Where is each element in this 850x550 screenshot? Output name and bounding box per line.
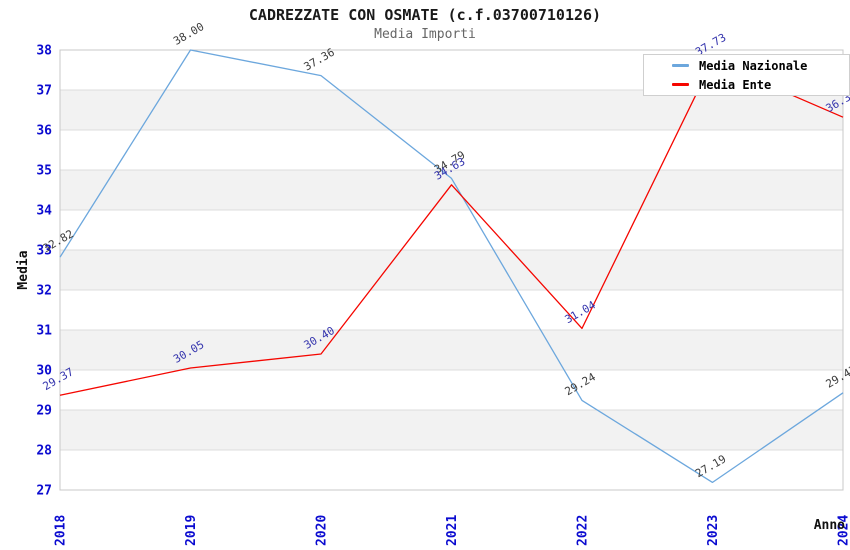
plot-border: [59, 49, 844, 491]
x-tick-label: 2021: [445, 515, 460, 546]
legend-label: Media Ente: [699, 77, 772, 92]
y-tick-label: 33: [36, 244, 52, 259]
chart-subtitle: Media Importi: [374, 27, 476, 42]
y-tick-label: 32: [36, 284, 52, 299]
legend-box: Media Nazionale Media Ente: [643, 54, 850, 96]
y-tick-label: 30: [36, 364, 52, 379]
data-label-media-nazionale: 27.19: [693, 452, 728, 480]
y-tick-label: 31: [36, 324, 52, 339]
y-tick-label: 34: [36, 204, 52, 219]
plot-band: [60, 90, 843, 130]
y-tick-label: 28: [36, 444, 52, 459]
data-label-media-ente: 31.04: [563, 298, 599, 326]
y-tick-label: 37: [36, 84, 52, 99]
x-tick-label: 2022: [576, 515, 591, 546]
x-tick-label: 2023: [706, 515, 721, 546]
x-tick-label: 2020: [315, 515, 330, 546]
y-tick-label: 35: [36, 164, 52, 179]
y-tick-label: 29: [36, 404, 52, 419]
legend-item-media-ente: Media Ente: [672, 78, 849, 92]
series-line-media-nazionale: [59, 49, 844, 484]
legend-label: Media Nazionale: [699, 58, 808, 73]
x-tick-label: 2018: [54, 515, 69, 546]
y-tick-label: 38: [36, 44, 52, 59]
plot-band: [60, 170, 843, 210]
plot-band: [60, 330, 843, 370]
x-axis-title: Anno: [814, 518, 845, 533]
media-ente-line-swatch-icon: [672, 83, 689, 86]
x-tick-label: 2024: [837, 515, 850, 546]
plot-band: [60, 410, 843, 450]
data-label-media-nazionale: 29.24: [563, 370, 599, 398]
media-nazionale-line-swatch-icon: [672, 64, 689, 67]
x-tick-label: 2019: [184, 515, 199, 546]
y-tick-label: 27: [36, 484, 52, 499]
legend-item-media-nazionale: Media Nazionale: [672, 59, 849, 73]
plot-band: [60, 250, 843, 290]
data-label-media-nazionale: 38.00: [171, 20, 206, 48]
chart-title: CADREZZATE CON OSMATE (c.f.03700710126): [248, 6, 602, 24]
y-axis-title: Media: [16, 250, 31, 289]
y-tick-label: 36: [36, 124, 52, 139]
